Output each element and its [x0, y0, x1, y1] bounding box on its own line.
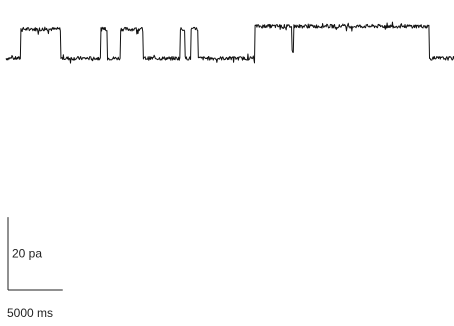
current-trace-layer — [5, 21, 454, 64]
scale-bar: 20 pa 5000 ms — [7, 217, 63, 320]
scale-bar-y-label: 20 pa — [12, 247, 42, 261]
current-trace-0 — [5, 21, 454, 64]
scale-bar-x-label: 5000 ms — [7, 306, 53, 320]
